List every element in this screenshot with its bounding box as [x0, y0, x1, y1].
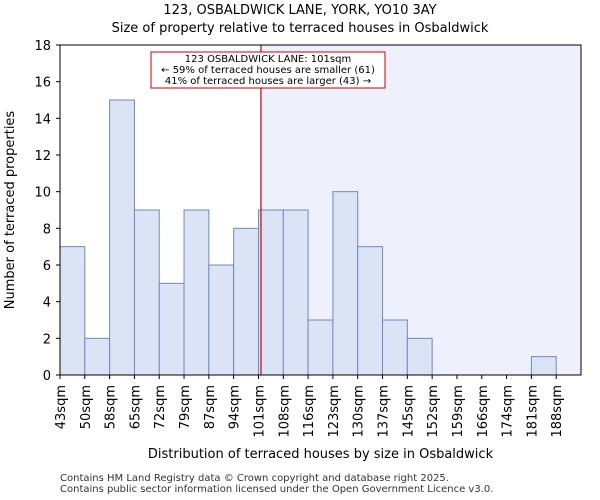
- x-tick-label-108sqm: 108sqm: [277, 385, 292, 438]
- annotation-line-2: ← 59% of terraced houses are smaller (61…: [161, 65, 375, 76]
- y-tick-label: 14: [34, 112, 51, 127]
- y-axis-label: Number of terraced properties: [3, 111, 18, 310]
- annotation-box: [150, 51, 386, 89]
- bar-65sqm: [133, 209, 160, 376]
- bar-101sqm: [257, 209, 284, 376]
- y-tick-label: 6: [43, 259, 51, 274]
- bar-79sqm: [183, 209, 210, 376]
- x-tick-label-188sqm: 188sqm: [550, 385, 565, 438]
- bar-58sqm: [109, 99, 135, 376]
- bar-137sqm: [382, 319, 408, 376]
- x-axis-label: Distribution of terraced houses by size …: [148, 447, 494, 462]
- y-tick-label: 16: [34, 76, 51, 91]
- x-tick-label-72sqm: 72sqm: [153, 385, 168, 429]
- chart-title: 123, OSBALDWICK LANE, YORK, YO10 3AY: [163, 3, 437, 18]
- bar-145sqm: [406, 337, 433, 376]
- bar-43sqm: [59, 246, 86, 376]
- annotation-line-1: 123 OSBALDWICK LANE: 101sqm: [185, 54, 351, 65]
- axes-frame: [59, 44, 582, 376]
- bar-72sqm: [158, 282, 185, 376]
- x-tick-label-159sqm: 159sqm: [451, 385, 466, 438]
- x-tick-label-65sqm: 65sqm: [128, 385, 143, 429]
- x-tick-label-123sqm: 123sqm: [327, 385, 342, 438]
- x-tick-label-181sqm: 181sqm: [525, 385, 540, 438]
- y-tick-label: 18: [34, 39, 51, 54]
- y-tick-label: 8: [43, 222, 51, 237]
- x-tick-label-152sqm: 152sqm: [426, 385, 441, 438]
- x-tick-label-79sqm: 79sqm: [178, 385, 193, 429]
- bar-181sqm: [530, 356, 557, 376]
- x-tick-label-58sqm: 58sqm: [104, 385, 119, 429]
- annotation-line-3: 41% of terraced houses are larger (43) →: [165, 76, 371, 87]
- bar-94sqm: [233, 227, 259, 376]
- footer-licence: Contains public sector information licen…: [60, 484, 494, 495]
- x-tick-label-43sqm: 43sqm: [54, 385, 69, 429]
- x-tick-label-130sqm: 130sqm: [352, 385, 367, 438]
- x-tick-label-166sqm: 166sqm: [476, 385, 491, 438]
- y-tick-label: 2: [43, 332, 51, 347]
- x-tick-label-101sqm: 101sqm: [252, 385, 267, 438]
- bar-123sqm: [332, 191, 359, 376]
- y-tick-label: 0: [43, 369, 51, 384]
- y-tick-label: 12: [34, 149, 51, 164]
- bar-130sqm: [357, 246, 384, 376]
- bar-108sqm: [282, 209, 309, 376]
- x-tick-label-145sqm: 145sqm: [401, 385, 416, 438]
- footer-copyright: Contains HM Land Registry data © Crown c…: [60, 473, 449, 484]
- x-tick-label-116sqm: 116sqm: [302, 385, 317, 438]
- bar-50sqm: [84, 337, 111, 376]
- bar-116sqm: [307, 319, 334, 376]
- x-tick-label-87sqm: 87sqm: [203, 385, 218, 429]
- y-tick-label: 4: [43, 296, 51, 311]
- x-tick-label-137sqm: 137sqm: [377, 385, 392, 438]
- chart-subtitle: Size of property relative to terraced ho…: [111, 21, 489, 36]
- x-tick-label-50sqm: 50sqm: [79, 385, 94, 429]
- x-tick-label-174sqm: 174sqm: [501, 385, 516, 438]
- y-tick-label: 10: [34, 186, 51, 201]
- bar-87sqm: [208, 264, 235, 376]
- x-tick-label-94sqm: 94sqm: [228, 385, 243, 429]
